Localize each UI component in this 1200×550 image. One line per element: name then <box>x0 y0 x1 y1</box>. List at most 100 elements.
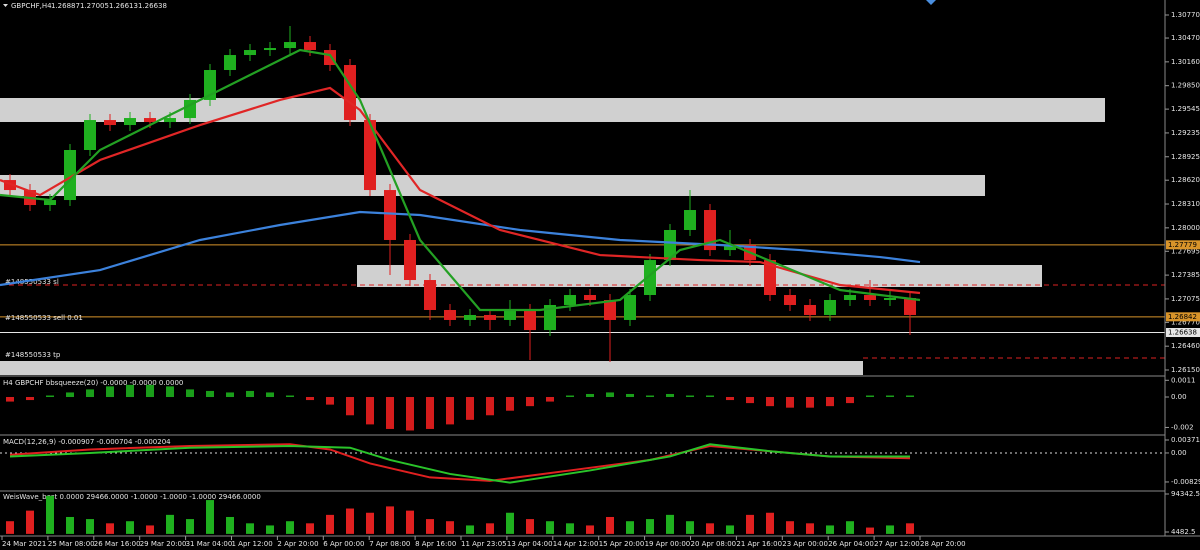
moving-average <box>0 48 921 312</box>
symbol: GBPCHF,H4 <box>11 2 52 10</box>
indicator-bar <box>806 397 814 408</box>
indicator-bar <box>466 525 474 534</box>
indicator-bar <box>326 514 334 534</box>
pane-title: H4 GBPCHF bbsqueeze(20) -0.0000 -0.0000 … <box>3 379 183 387</box>
y-tick-label: 1.28000 <box>1171 224 1200 232</box>
y-tick-label: 1.29545 <box>1171 105 1200 113</box>
candle-body <box>64 150 76 201</box>
candle-body <box>804 304 816 315</box>
indicator-bar <box>266 525 274 534</box>
indicator-bar <box>566 395 574 398</box>
x-tick-label: 21 Apr 16:00 <box>736 540 782 548</box>
indicator-bar <box>106 523 114 534</box>
price-marker-label: 1.27779 <box>1168 241 1197 249</box>
indicator-bar <box>846 521 854 534</box>
indicator-bar <box>766 512 774 534</box>
indicator-bar <box>586 525 594 534</box>
indicator-bar <box>626 521 634 534</box>
price-marker <box>1166 312 1200 322</box>
indicator-bar <box>86 519 94 534</box>
y-tick-label: 1.30160 <box>1171 58 1200 66</box>
indicator-bar <box>206 390 214 398</box>
y-tick-label: 1.29850 <box>1171 82 1200 90</box>
zone <box>0 175 985 196</box>
indicator-bar <box>286 395 294 398</box>
x-tick-label: 11 Apr 23:05 <box>461 540 507 548</box>
indicator-bar <box>646 519 654 534</box>
indicator-bar <box>886 525 894 534</box>
indicator-bar <box>746 397 754 404</box>
indicator-bar <box>166 386 174 398</box>
indicator-bar <box>686 521 694 534</box>
indicator-bar <box>826 397 834 407</box>
candle-body <box>284 42 296 49</box>
indicator-bar <box>746 514 754 534</box>
indicator-bar <box>226 392 234 398</box>
indicator-bar <box>126 521 134 534</box>
y-tick-label: -0.002 <box>1171 423 1194 431</box>
y-tick-label: 0.00 <box>1171 393 1187 401</box>
y-tick-label: 0.00 <box>1171 449 1187 457</box>
y-tick-label: 1.26460 <box>1171 342 1200 350</box>
indicator-bar <box>446 521 454 534</box>
x-tick-label: 27 Apr 12:00 <box>874 540 920 548</box>
candle-body <box>844 295 856 300</box>
indicator-bar <box>66 392 74 398</box>
indicator-bar <box>146 384 154 398</box>
indicator-bar <box>46 495 54 534</box>
y-tick-label: 1.26150 <box>1171 366 1200 374</box>
x-tick-label: 8 Apr 16:00 <box>415 540 456 548</box>
indicator-bar <box>466 397 474 420</box>
indicator-bar <box>866 527 874 534</box>
candle-body <box>684 210 696 230</box>
indicator-bar <box>686 395 694 398</box>
candle-body <box>564 295 576 305</box>
candle-body <box>444 309 456 320</box>
x-tick-label: 23 Apr 00:00 <box>782 540 828 548</box>
x-tick-label: 1 Apr 12:00 <box>232 540 273 548</box>
indicator-line <box>9 443 910 484</box>
candle-body <box>264 48 276 51</box>
moving-average <box>0 210 921 287</box>
indicator-bar <box>286 521 294 534</box>
indicator-bar <box>666 393 674 398</box>
indicator-bar <box>406 397 414 431</box>
indicator-bar <box>706 395 714 398</box>
indicator-bar <box>206 500 214 534</box>
candle-body <box>524 309 536 331</box>
candle-body <box>364 120 376 191</box>
candle-body <box>304 42 316 51</box>
indicator-bar <box>806 523 814 534</box>
candle-body <box>484 314 496 320</box>
price-marker-label: 1.26842 <box>1168 313 1197 321</box>
candle-body <box>4 180 16 191</box>
candle-body <box>224 55 236 71</box>
indicator-bar <box>906 523 914 534</box>
indicator-bar <box>306 523 314 534</box>
quote-low: 1.26613 <box>109 2 138 10</box>
indicator-bar <box>126 384 134 398</box>
indicator-bar <box>486 523 494 534</box>
pane-title: MACD(12,26,9) -0.000907 -0.000704 -0.000… <box>3 438 171 446</box>
y-tick-label: 1.28620 <box>1171 176 1200 184</box>
candle-body <box>704 210 716 251</box>
candle-body <box>724 244 736 251</box>
indicator-bar <box>266 392 274 398</box>
candle-body <box>864 295 876 300</box>
candle-body <box>84 120 96 150</box>
indicator-bar <box>186 389 194 398</box>
y-tick-label: -0.008299 <box>1171 478 1200 486</box>
indicator-bar <box>346 508 354 534</box>
indicator-bar <box>86 389 94 398</box>
indicator-bar <box>406 510 414 534</box>
indicator-bar <box>226 516 234 534</box>
x-tick-label: 20 Apr 08:00 <box>691 540 737 548</box>
y-tick-label: 1.28310 <box>1171 200 1200 208</box>
indicator-bar <box>706 523 714 534</box>
order-label: #148550533 sl <box>5 278 59 286</box>
indicator-bar <box>826 525 834 534</box>
indicator-bar <box>6 521 14 534</box>
y-tick-label: 1.27695 <box>1171 247 1200 255</box>
indicator-bar <box>726 397 734 401</box>
